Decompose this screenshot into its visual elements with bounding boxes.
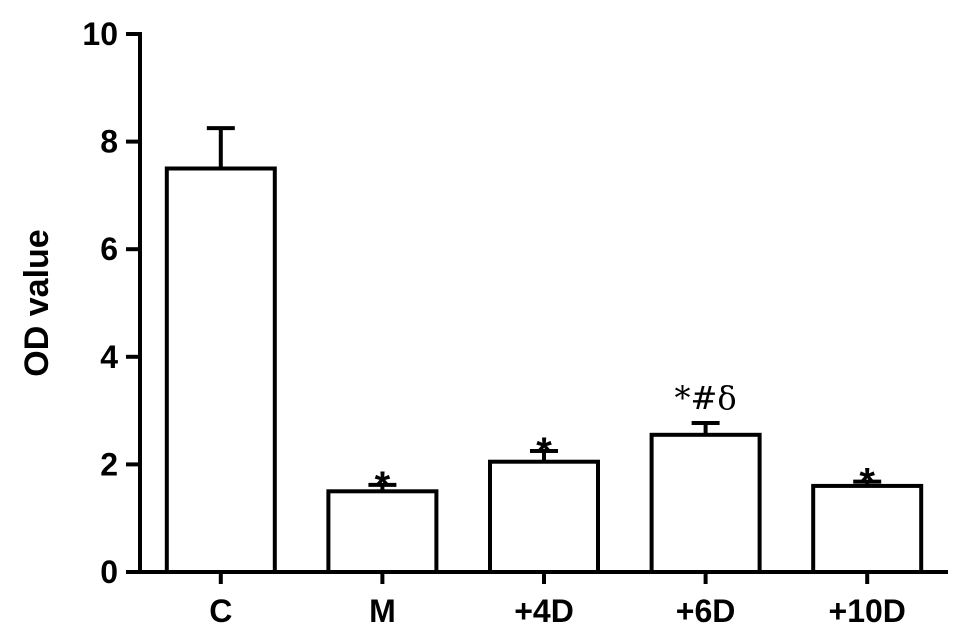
labels: 0 2 4 6 8 10 C M * +4D * +6D *#δ +10D * (82, 16, 905, 629)
bar (649, 432, 762, 574)
x-tick-label: M (369, 593, 396, 629)
y-tick-label: 10 (82, 16, 118, 52)
significance-annotation: * (859, 461, 875, 505)
y-tick-label: 4 (100, 339, 118, 375)
significance-annotation: * (536, 430, 552, 474)
y-axis-title: OD value (18, 229, 56, 376)
x-tick-label: +4D (514, 593, 574, 629)
bars (164, 126, 924, 575)
bar (326, 489, 439, 574)
y-tick-label: 6 (100, 231, 118, 267)
bar (488, 459, 600, 574)
significance-annotation: * (375, 464, 391, 508)
x-tick-label: +10D (829, 593, 906, 629)
bar (811, 483, 924, 575)
x-tick-label: C (209, 593, 232, 629)
bar (164, 166, 277, 574)
y-tick-label: 0 (100, 554, 118, 590)
y-tick-label: 2 (100, 446, 118, 482)
y-tick-label: 8 (100, 124, 118, 160)
x-tick-label: +6D (676, 593, 736, 629)
significance-annotation: *#δ (675, 379, 737, 417)
